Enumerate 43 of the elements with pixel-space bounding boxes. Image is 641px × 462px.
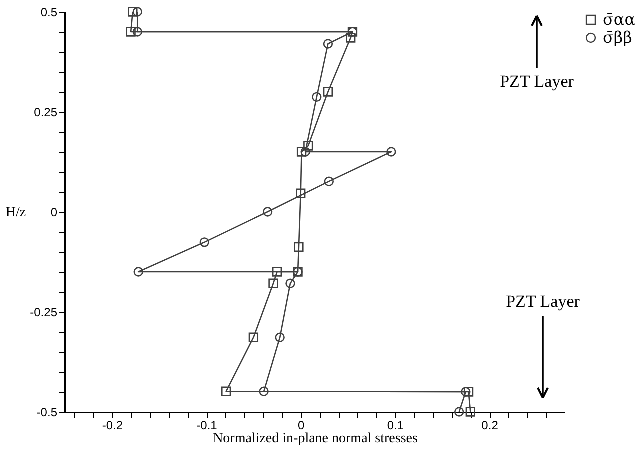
point [268,278,278,288]
point [200,238,210,248]
point [272,267,282,277]
y-axis-title: H/z [6,206,26,220]
point [323,39,334,49]
point [304,141,314,151]
legend-label: σ̄ββ [603,28,632,47]
point [464,387,474,397]
point [312,92,322,102]
point [126,27,136,37]
x-tick-label: -0.1 [196,418,218,432]
point [323,87,334,97]
point [262,207,273,217]
y-tick-label: 0.25 [34,106,58,120]
y-tick-label: -0.5 [36,406,58,420]
y-tick-label: -0.25 [30,306,58,320]
y-tick-label: 0 [50,206,58,220]
point [346,33,356,43]
point [466,407,476,417]
x-tick-label: 0.2 [482,418,499,432]
point [128,7,138,17]
point [275,332,285,342]
point [259,386,269,396]
x-tick-label: -0.2 [102,418,124,432]
legend-label: σ̄αα [603,10,636,29]
x-axis-title: Normalized in-plane normal stresses [213,432,418,446]
point [454,407,464,417]
y-tick-label: 0.5 [40,6,58,20]
x-tick-label: 0 [298,418,306,432]
point [286,278,296,288]
point [324,176,334,186]
annotation: PZT Layer [500,72,574,91]
x-tick-label: 0.1 [387,418,404,432]
point [296,147,307,157]
point [294,242,304,252]
point [386,147,396,157]
point [248,332,259,342]
point [132,7,142,17]
point [134,267,144,277]
point [132,27,142,37]
annotation: PZT Layer [506,292,580,311]
point [296,188,306,198]
point [221,386,232,396]
